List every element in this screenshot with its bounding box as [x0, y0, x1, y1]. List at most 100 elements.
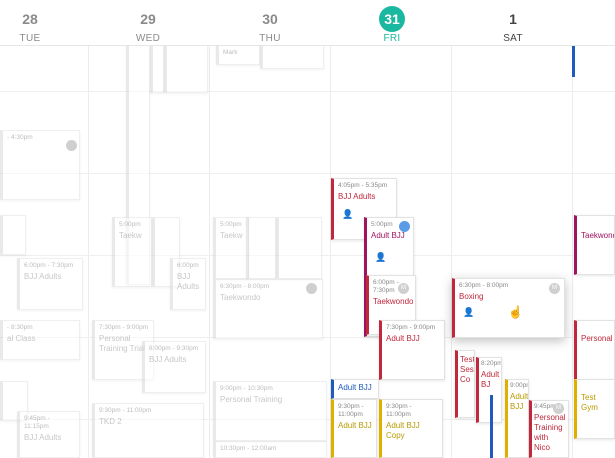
event-time: 9:30pm - 11:00pm: [338, 403, 364, 419]
event-time: 4:05pm - 5:35pm: [338, 182, 388, 189]
event-card[interactable]: [246, 217, 276, 279]
pointer-cursor-icon: ☝: [508, 305, 523, 319]
event-time: 9:30pm - 11:00pm: [99, 407, 152, 414]
avatar-badge: M: [549, 283, 560, 294]
event-title: Test Gym: [581, 393, 598, 412]
day-column-tue[interactable]: 28 TUE: [0, 0, 60, 44]
event-card[interactable]: 5:00pm Taekw: [213, 217, 249, 279]
event-card[interactable]: [164, 45, 208, 93]
event-title: Adult BJJ: [386, 334, 420, 344]
event-time: 9:00pm: [510, 382, 528, 389]
week-header: 28 TUE 29 WED 30 THU 31 FRI 1 SAT: [0, 0, 615, 46]
event-card[interactable]: Test Gym: [574, 379, 615, 439]
hour-line: [0, 91, 615, 92]
event-card[interactable]: 8:00pm - 9:30pm BJJ Adults: [142, 341, 206, 393]
event-title: Adult BJ: [481, 370, 500, 390]
event-card[interactable]: 9:30pm - 11:00pm TKD 2: [92, 403, 204, 458]
event-time: 9:30pm - 11:00pm: [386, 403, 412, 419]
event-card[interactable]: 5:00pm Taekw: [112, 217, 152, 287]
event-title: al Class: [7, 334, 36, 344]
day-column-wed[interactable]: 29 WED: [118, 0, 178, 44]
event-card[interactable]: 6:00pm BJJ Adults: [170, 258, 206, 310]
event-time: 6:00pm - 7:30pm: [373, 279, 399, 295]
event-title: BJJ Adults: [177, 272, 200, 292]
event-time: - 8:30pm: [7, 324, 33, 331]
day-number: 1: [509, 11, 517, 27]
event-time: 6:30pm - 8:00pm: [459, 282, 509, 289]
event-card[interactable]: [0, 215, 26, 255]
column-divider: [330, 45, 331, 458]
day-number: 28: [22, 11, 38, 27]
calendar-grid[interactable]: - 4:30pm 6:00pm - 7:30pm BJJ Adults - 8:…: [0, 45, 615, 458]
event-time: 8:00pm - 9:30pm: [149, 345, 199, 352]
event-title: Taekwond: [581, 231, 615, 240]
event-title: Test Ses Co: [460, 355, 475, 384]
event-stripe: [572, 45, 575, 77]
event-card[interactable]: [276, 217, 322, 279]
event-time: 5:00pm: [119, 221, 141, 228]
event-card-adult-bjj-late[interactable]: 7:30pm - 9:00pm Adult BJJ: [379, 320, 445, 380]
event-card[interactable]: 9:00pm - 10:30pm Personal Training: [213, 381, 327, 441]
event-time: - 4:30pm: [7, 134, 33, 141]
event-card[interactable]: [260, 45, 324, 69]
event-card[interactable]: Taekwond: [574, 215, 615, 275]
weekday-label: WED: [135, 33, 161, 44]
event-title: Adult BJJ Copy: [386, 421, 420, 441]
event-title: Adult BJJ: [338, 383, 372, 392]
column-divider: [88, 45, 89, 458]
event-title: Personal Training with Nico: [534, 413, 566, 453]
event-card[interactable]: [150, 45, 164, 93]
person-icon: 👤: [375, 252, 387, 262]
event-card[interactable]: 6:30pm - 8:00pm Taekwondo: [213, 279, 323, 339]
event-card[interactable]: 9:30pm - 11:00pm Adult BJJ: [331, 399, 377, 458]
event-title: Taekw: [220, 231, 243, 241]
avatar-badge: [399, 221, 410, 232]
event-title: Adult BJJ: [510, 392, 529, 412]
event-title: BJJ Adults: [338, 192, 376, 202]
weekday-label: SAT: [503, 33, 523, 44]
hour-line: [0, 173, 615, 174]
event-card[interactable]: Mark: [216, 45, 260, 65]
event-card[interactable]: Test Ses Co: [455, 350, 475, 418]
day-column-fri-today[interactable]: 31 FRI: [362, 0, 422, 44]
event-title: BJJ Adults: [24, 272, 62, 282]
event-time: 10:30pm - 12:00am: [220, 445, 277, 452]
event-card[interactable]: - 8:30pm al Class: [0, 320, 80, 360]
event-title: Adult BJJ: [338, 421, 372, 431]
event-title: Adult BJJ: [371, 231, 405, 241]
event-time: 6:00pm: [177, 262, 199, 269]
day-column-sat[interactable]: 1 SAT: [483, 0, 543, 44]
event-time: 7:30pm - 9:00pm: [386, 324, 436, 331]
event-title: Personal: [581, 334, 613, 343]
event-stripe: [490, 395, 493, 458]
person-icon: 👤: [463, 307, 475, 317]
event-card[interactable]: 9:30pm - 11:00pm Adult BJJ Copy: [379, 399, 443, 458]
event-card[interactable]: 9:45pm Personal Training with Nico: [529, 400, 569, 458]
event-title: BJJ Adults: [149, 355, 187, 365]
column-divider: [451, 45, 452, 458]
event-title: Taekw: [119, 231, 142, 241]
event-card[interactable]: 9:00pm Adult BJJ: [505, 379, 529, 458]
event-card[interactable]: Adult BJJ: [331, 379, 379, 399]
event-time: 9:45pm - 11:15pm: [24, 415, 50, 431]
day-number: 29: [140, 11, 156, 27]
event-title: Taekwondo: [220, 293, 261, 303]
avatar-badge: [306, 283, 317, 294]
event-title: Personal Training Trial: [99, 334, 145, 354]
avatar-badge: [66, 140, 77, 151]
event-card[interactable]: 9:45pm - 11:15pm BJJ Adults: [17, 411, 80, 458]
avatar-badge: M: [553, 403, 564, 414]
event-card[interactable]: 6:00pm - 7:30pm BJJ Adults: [17, 258, 83, 310]
day-number: 30: [262, 11, 278, 27]
weekday-label: THU: [259, 33, 281, 44]
person-icon: 👤: [342, 209, 354, 219]
event-card[interactable]: 10:30pm - 12:00am: [213, 441, 327, 458]
event-title: Boxing: [459, 292, 484, 302]
event-card[interactable]: Personal: [574, 320, 615, 380]
day-column-thu[interactable]: 30 THU: [240, 0, 300, 44]
event-title: Personal Training: [220, 395, 283, 405]
weekday-label: TUE: [19, 33, 41, 44]
event-title: Taekwondo: [373, 297, 414, 307]
event-card[interactable]: 8:20pm Adult BJ: [476, 357, 502, 423]
event-card-boxing[interactable]: 6:30pm - 8:00pm Boxing 👤: [452, 278, 565, 338]
